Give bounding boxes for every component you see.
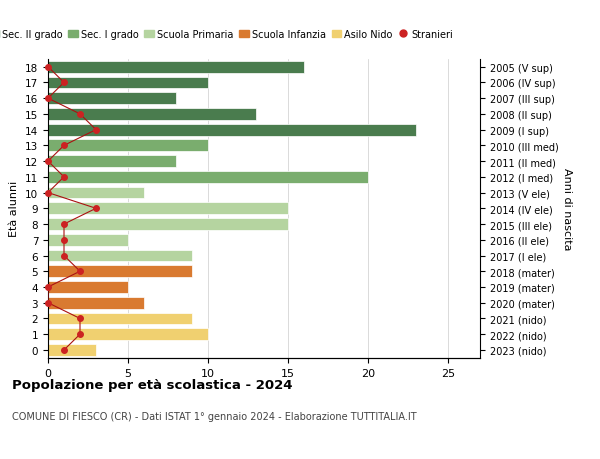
Bar (48, 203, 288, 215)
Bar (48, 281, 128, 293)
Point (91, 127, 101, 134)
Point (43, 158, 53, 165)
Y-axis label: Anni di nascita: Anni di nascita (562, 168, 572, 250)
Bar (48, 156, 176, 168)
Point (43, 190, 53, 197)
Bar (48, 329, 208, 341)
Point (75, 315, 85, 322)
Text: Popolazione per età scolastica - 2024: Popolazione per età scolastica - 2024 (12, 379, 293, 392)
Bar (48, 235, 128, 246)
Bar (48, 93, 176, 105)
Point (59, 221, 69, 228)
Point (43, 95, 53, 103)
Point (59, 174, 69, 181)
Point (75, 268, 85, 275)
Point (59, 142, 69, 150)
Bar (48, 218, 288, 230)
Legend: Sec. II grado, Sec. I grado, Scuola Primaria, Scuola Infanzia, Asilo Nido, Stran: Sec. II grado, Sec. I grado, Scuola Prim… (0, 26, 457, 44)
Bar (48, 172, 368, 183)
Point (43, 299, 53, 307)
Bar (48, 187, 144, 199)
Bar (48, 313, 192, 325)
Bar (48, 77, 208, 89)
Bar (48, 62, 304, 73)
Bar (48, 297, 144, 309)
Bar (48, 124, 416, 136)
Point (59, 79, 69, 87)
Y-axis label: Età alunni: Età alunni (10, 181, 19, 237)
Point (75, 111, 85, 118)
Point (43, 284, 53, 291)
Point (75, 331, 85, 338)
Point (59, 236, 69, 244)
Text: COMUNE DI FIESCO (CR) - Dati ISTAT 1° gennaio 2024 - Elaborazione TUTTITALIA.IT: COMUNE DI FIESCO (CR) - Dati ISTAT 1° ge… (12, 411, 416, 421)
Bar (48, 266, 192, 278)
Bar (48, 250, 192, 262)
Bar (48, 109, 256, 121)
Point (59, 252, 69, 260)
Point (43, 64, 53, 71)
Bar (48, 344, 96, 356)
Point (91, 205, 101, 213)
Point (59, 347, 69, 354)
Bar (48, 140, 208, 152)
